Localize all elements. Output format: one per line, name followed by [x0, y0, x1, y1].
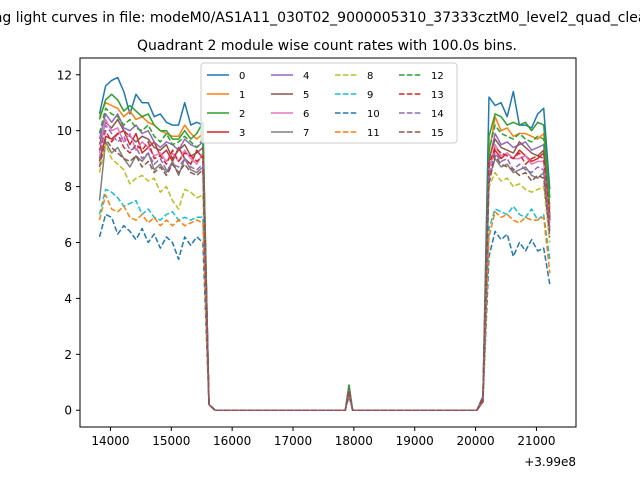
series-line-14 [98, 124, 551, 411]
series-lines [98, 76, 551, 411]
x-axis: 14000 15000 16000 17000 18000 19000 20000 21000 [91, 427, 556, 448]
x-tick-label: 19000 [396, 434, 434, 448]
x-tick-label: 21000 [517, 434, 555, 448]
y-tick-label: 2 [64, 348, 72, 362]
legend-label-2: 2 [239, 109, 245, 120]
figure-suptitle: Plotting light curves in file: modeM0/AS… [0, 10, 640, 26]
x-offset-label: +3.99e8 [524, 455, 576, 469]
legend-label-5: 5 [303, 90, 309, 101]
series-line-1 [98, 101, 551, 411]
series-line-4 [98, 113, 551, 411]
legend-label-9: 9 [367, 90, 373, 101]
x-tick-label: 20000 [456, 434, 494, 448]
legend-label-3: 3 [239, 128, 245, 139]
x-tick-label: 18000 [335, 434, 373, 448]
legend-label-6: 6 [303, 109, 309, 120]
y-tick-label: 0 [64, 404, 72, 418]
series-line-9 [98, 188, 551, 411]
legend-label-1: 1 [239, 90, 245, 101]
series-line-6 [98, 118, 551, 411]
series-line-10 [98, 213, 551, 411]
x-tick-label: 17000 [274, 434, 312, 448]
series-line-13 [98, 129, 551, 411]
legend-label-13: 13 [431, 90, 444, 101]
y-tick-label: 10 [57, 124, 72, 138]
legend-label-8: 8 [367, 71, 373, 82]
series-line-12 [98, 107, 551, 411]
series-line-5 [98, 118, 551, 411]
x-tick-label: 15000 [152, 434, 190, 448]
y-tick-label: 6 [64, 236, 72, 250]
x-tick-label: 14000 [91, 434, 129, 448]
y-tick-label: 8 [64, 180, 72, 194]
legend-label-4: 4 [303, 71, 309, 82]
y-tick-label: 12 [57, 68, 72, 82]
series-line-7 [98, 141, 551, 411]
legend-label-7: 7 [303, 128, 309, 139]
x-tick-label: 16000 [213, 434, 251, 448]
series-line-8 [98, 143, 551, 411]
legend-label-11: 11 [367, 128, 380, 139]
legend-label-15: 15 [431, 128, 444, 139]
series-line-11 [98, 194, 551, 411]
legend-label-12: 12 [431, 71, 444, 82]
legend-label-10: 10 [367, 109, 380, 120]
y-tick-label: 4 [64, 292, 72, 306]
legend-box [200, 62, 458, 144]
y-axis: 0 2 4 6 8 10 12 [57, 68, 80, 418]
chart-title: Quadrant 2 module wise count rates with … [137, 38, 517, 54]
legend-label-14: 14 [431, 109, 444, 120]
series-line-15 [98, 138, 551, 411]
legend-label-0: 0 [239, 71, 245, 82]
